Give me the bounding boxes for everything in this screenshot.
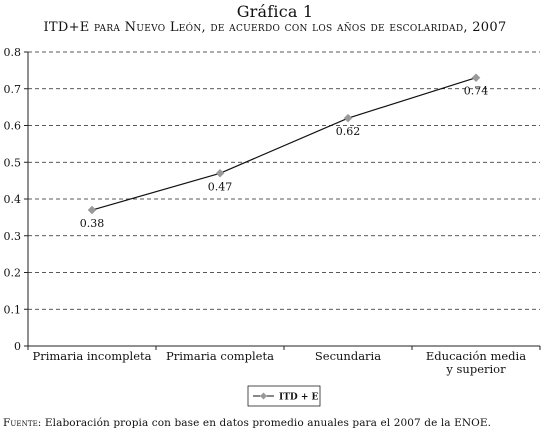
source-note: Fuente: Elaboración propia con base en d… xyxy=(3,417,491,429)
x-tick-labels: Primaria incompleta Primaria completa Secu… xyxy=(32,349,526,376)
x-tick-label: y superior xyxy=(445,362,506,376)
data-label: 0.38 xyxy=(80,217,105,230)
y-tick-label: 0.1 xyxy=(4,303,22,316)
y-tick-label: 0 xyxy=(14,340,21,353)
chart-subtitle: ITD+E para Nuevo León, de acuerdo con lo… xyxy=(43,20,507,35)
source-lead: Fuente: xyxy=(3,417,42,429)
x-tick-label: Primaria completa xyxy=(166,349,274,363)
legend-label: ITD + E xyxy=(279,393,319,403)
data-point xyxy=(87,205,97,215)
x-tick-label: Educación media xyxy=(426,349,526,363)
x-tick-label: Secundaria xyxy=(315,349,381,363)
axes xyxy=(24,51,541,350)
y-tick-label: 0.6 xyxy=(4,120,22,133)
series: 0.38 0.47 0.62 0.74 xyxy=(80,73,489,230)
chart-title: Gráfica 1 xyxy=(236,2,314,21)
series-line xyxy=(91,77,477,211)
data-label: 0.62 xyxy=(336,125,361,138)
gridlines xyxy=(28,51,540,310)
y-tick-label: 0.7 xyxy=(4,83,22,96)
legend-box xyxy=(247,385,321,407)
data-point xyxy=(215,168,225,178)
y-tick-label: 0.8 xyxy=(4,46,22,59)
data-point xyxy=(343,113,353,123)
data-label: 0.47 xyxy=(208,180,233,193)
data-point xyxy=(471,73,481,83)
legend-marker xyxy=(260,392,267,400)
y-tick-label: 0.4 xyxy=(4,193,22,206)
y-tick-labels: 0 0.1 0.2 0.3 0.4 0.5 0.6 0.7 0.8 xyxy=(4,46,22,353)
x-tick-label: Primaria incompleta xyxy=(32,349,151,363)
legend: ITD + E xyxy=(247,385,321,407)
y-tick-label: 0.3 xyxy=(4,230,22,243)
y-tick-label: 0.5 xyxy=(4,156,22,169)
source-text: Elaboración propia con base en datos pro… xyxy=(41,417,492,429)
y-tick-label: 0.2 xyxy=(4,267,22,280)
data-label: 0.74 xyxy=(464,85,489,98)
